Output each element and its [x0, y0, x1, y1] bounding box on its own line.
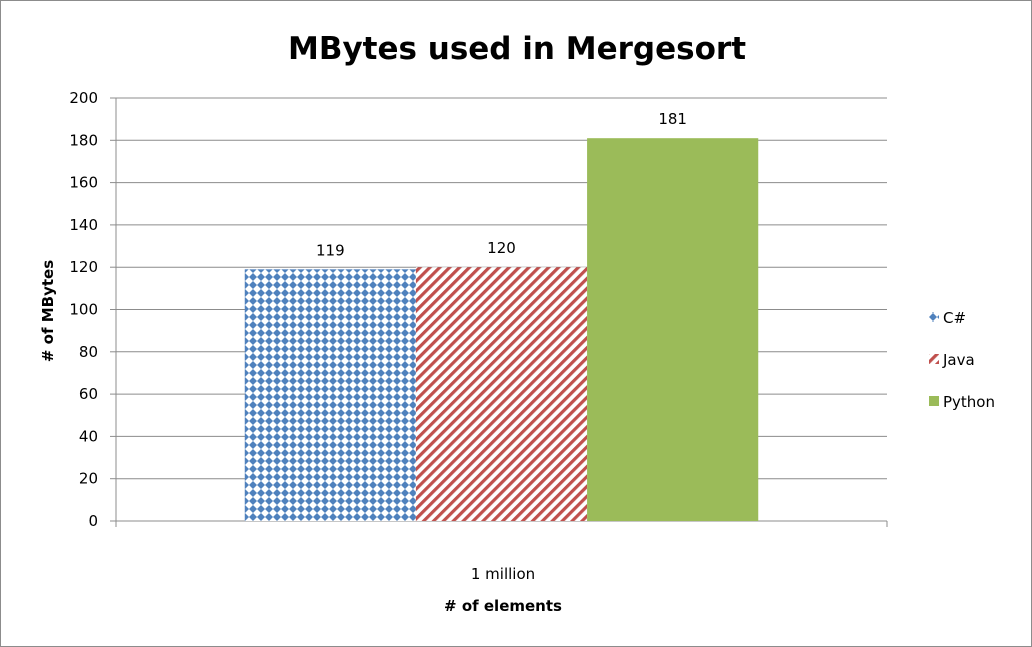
data-labels: 119 120 181 — [316, 110, 687, 259]
y-tick-label: 140 — [69, 216, 98, 234]
x-tick-label: 1 million — [471, 565, 535, 583]
y-tick-label: 60 — [79, 385, 98, 403]
bar-python — [587, 138, 759, 521]
legend-label-c: C# — [943, 309, 966, 327]
bars — [244, 138, 759, 521]
legend-swatch-python — [929, 396, 939, 406]
data-label-java: 120 — [487, 239, 516, 257]
y-tick-label: 80 — [79, 343, 98, 361]
y-tick-label: 100 — [69, 301, 98, 319]
y-axis-ticks: 0 20 40 60 80 100 120 140 160 180 200 — [69, 89, 98, 530]
legend-swatch-java — [929, 354, 939, 364]
chart-title: MBytes used in Mergesort — [288, 31, 746, 67]
y-tick-label: 160 — [69, 174, 98, 192]
y-tick-label: 120 — [69, 258, 98, 276]
data-label-python: 181 — [658, 110, 687, 128]
bar-c — [244, 269, 416, 521]
bar-java — [415, 267, 588, 521]
legend-swatch-c — [929, 312, 939, 322]
data-label-c: 119 — [316, 241, 345, 259]
legend-label-java: Java — [942, 351, 975, 369]
legend: C# Java Python — [929, 309, 995, 411]
y-tick-label: 40 — [79, 427, 98, 445]
legend-label-python: Python — [943, 393, 995, 411]
y-axis-title: # of MBytes — [39, 260, 57, 362]
y-tick-label: 180 — [69, 131, 98, 149]
y-tick-label: 200 — [69, 89, 98, 107]
y-tick-label: 20 — [79, 470, 98, 488]
x-axis-title: # of elements — [444, 597, 562, 615]
y-tick-label: 0 — [88, 512, 98, 530]
